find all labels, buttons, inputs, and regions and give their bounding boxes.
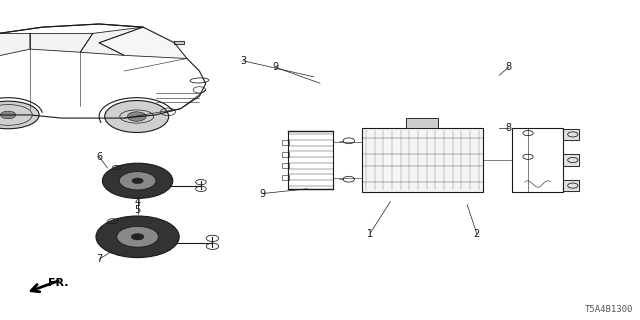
Bar (408, 119, 412, 126)
Bar (362, 128, 483, 192)
Circle shape (96, 216, 179, 258)
Text: 2: 2 (474, 228, 480, 239)
Bar (406, 118, 438, 128)
Circle shape (131, 234, 144, 240)
Bar (433, 119, 436, 126)
Text: 1: 1 (367, 228, 373, 239)
Polygon shape (80, 27, 143, 55)
Bar (282, 175, 289, 180)
Bar (512, 128, 563, 192)
Text: 9: 9 (259, 188, 266, 199)
Text: 8: 8 (506, 123, 512, 133)
Text: 9: 9 (272, 62, 278, 72)
Polygon shape (174, 41, 184, 44)
Bar (424, 119, 428, 126)
Polygon shape (563, 129, 579, 140)
Bar (282, 163, 289, 168)
Text: 5: 5 (134, 204, 141, 215)
Text: 8: 8 (506, 62, 512, 72)
Ellipse shape (0, 101, 39, 129)
Circle shape (1, 111, 16, 119)
Text: FR.: FR. (48, 278, 68, 288)
Circle shape (127, 112, 146, 121)
Circle shape (132, 178, 143, 184)
Circle shape (102, 163, 173, 198)
Text: 4: 4 (134, 196, 141, 207)
Circle shape (119, 172, 156, 190)
Polygon shape (30, 33, 93, 52)
Bar (288, 131, 333, 189)
Text: 6: 6 (96, 152, 102, 162)
Polygon shape (563, 154, 579, 166)
Bar (282, 152, 289, 157)
Circle shape (105, 100, 169, 132)
Bar (282, 140, 289, 145)
Text: T5A4B1300: T5A4B1300 (585, 305, 634, 314)
Polygon shape (0, 33, 30, 59)
Polygon shape (99, 27, 187, 59)
Bar (416, 119, 420, 126)
Text: 7: 7 (96, 254, 102, 264)
Text: 3: 3 (240, 56, 246, 66)
Polygon shape (563, 180, 579, 191)
Circle shape (116, 226, 159, 247)
